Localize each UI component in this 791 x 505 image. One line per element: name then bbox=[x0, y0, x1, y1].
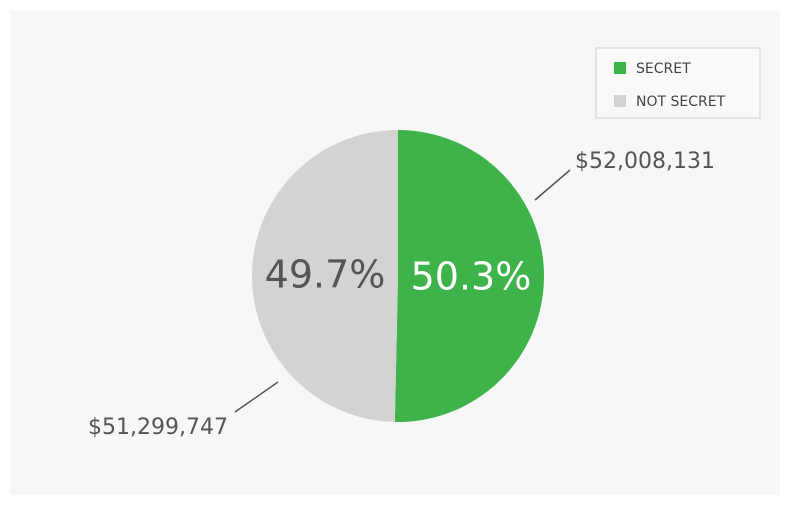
percent-label: 49.7% bbox=[265, 253, 386, 297]
leader-line bbox=[534, 169, 571, 201]
pie-slice bbox=[251, 130, 398, 422]
legend-swatch bbox=[614, 95, 626, 107]
legend-label: SECRET bbox=[636, 61, 691, 77]
legend-swatch bbox=[614, 62, 626, 74]
pie-slice bbox=[394, 130, 544, 422]
leader-line bbox=[234, 381, 279, 413]
percent-label: 50.3% bbox=[411, 254, 532, 298]
value-label: $52,008,131 bbox=[575, 149, 715, 174]
value-label: $51,299,747 bbox=[88, 415, 228, 440]
legend-label: NOT SECRET bbox=[636, 94, 726, 110]
